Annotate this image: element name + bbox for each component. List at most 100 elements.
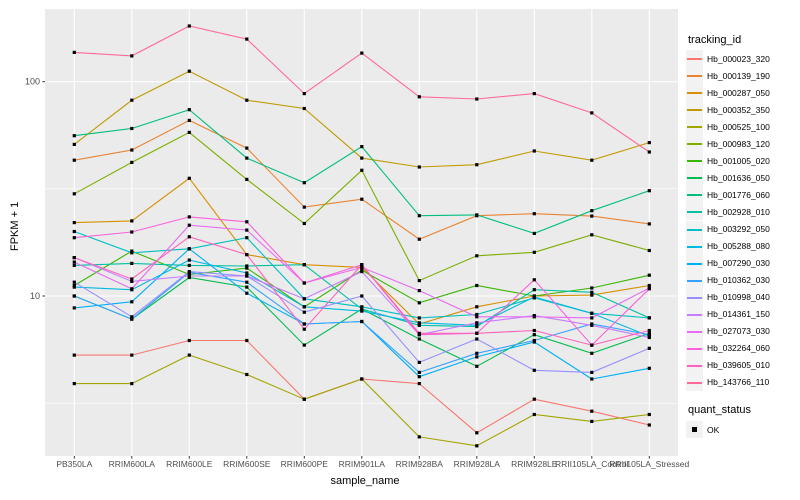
data-point-marker — [130, 126, 134, 131]
data-point-marker — [647, 346, 651, 350]
data-point-marker — [532, 397, 536, 401]
data-point-marker — [475, 337, 479, 341]
line-swatch-icon — [687, 160, 702, 163]
legend-item-label: Hb_143766_110 — [707, 377, 770, 388]
legend-item-Hb_010362_030: Hb_010362_030 — [686, 271, 770, 289]
data-point-marker — [72, 192, 76, 196]
data-point-marker — [245, 338, 249, 343]
x-tick-label: RRIM928LA — [454, 459, 501, 469]
data-point-marker — [360, 307, 364, 311]
legend-key-swatch — [686, 101, 703, 119]
data-point-marker — [245, 264, 249, 268]
square-point-icon — [692, 427, 697, 432]
data-point-marker — [417, 301, 421, 305]
data-point-marker — [475, 312, 479, 317]
data-point-marker — [245, 37, 249, 41]
data-point-marker — [360, 263, 364, 267]
data-point-marker — [590, 293, 594, 297]
data-point-marker — [475, 431, 479, 435]
data-point-marker — [302, 106, 306, 111]
data-point-marker — [187, 130, 191, 134]
data-point-marker — [532, 212, 536, 216]
data-point-marker — [532, 149, 536, 153]
data-point-marker — [532, 333, 536, 337]
data-point-marker — [72, 260, 76, 264]
x-tick-label: RRII105LA_Control — [555, 459, 629, 469]
legend-item-label: Hb_027073_030 — [707, 326, 770, 337]
data-point-marker — [72, 280, 76, 284]
legend-item-Hb_001776_060: Hb_001776_060 — [686, 186, 770, 204]
data-point-marker — [130, 261, 134, 265]
line-swatch-icon — [687, 313, 702, 316]
legend-item-label: Hb_007290_030 — [707, 258, 770, 269]
data-point-marker — [647, 423, 651, 427]
legend-key-swatch — [686, 67, 703, 85]
data-point-marker — [130, 249, 134, 253]
data-point-marker — [360, 270, 364, 274]
x-tick-label: RRIM600LA — [109, 459, 156, 469]
data-point-marker — [475, 355, 479, 359]
data-point-marker — [417, 337, 421, 341]
legend-item-Hb_001005_020: Hb_001005_020 — [686, 152, 770, 170]
legend-item-label: Hb_000525_100 — [707, 121, 770, 132]
legend-key-swatch — [686, 288, 703, 306]
data-point-marker — [475, 163, 479, 167]
legend-key-swatch — [686, 305, 703, 323]
data-point-marker — [532, 338, 536, 343]
legend-key-swatch — [686, 254, 703, 272]
data-point-marker — [475, 254, 479, 258]
data-point-marker — [590, 316, 594, 320]
data-point-marker — [360, 265, 364, 269]
data-point-marker — [590, 286, 594, 290]
data-point-marker — [245, 372, 249, 377]
data-point-marker — [590, 214, 594, 218]
x-tick-label: RRII105LA_Stressed — [609, 459, 689, 469]
data-point-marker — [417, 323, 421, 327]
data-point-marker — [302, 327, 306, 331]
data-point-marker — [302, 221, 306, 226]
data-point-marker — [187, 235, 191, 239]
data-point-marker — [187, 263, 191, 267]
legend-item-label: Hb_005288_080 — [707, 241, 770, 252]
data-point-marker — [72, 236, 76, 240]
legend-item-Hb_000287_050: Hb_000287_050 — [686, 84, 770, 102]
data-point-marker — [187, 69, 191, 73]
data-point-marker — [245, 228, 249, 232]
data-point-marker — [360, 168, 364, 172]
y-tick-label: 100 — [25, 77, 40, 87]
data-point-marker — [72, 294, 76, 298]
data-point-marker — [647, 366, 651, 370]
data-point-marker — [475, 97, 479, 101]
data-point-marker — [72, 142, 76, 146]
legend-title-tracking-id: tracking_id — [688, 34, 742, 46]
data-point-marker — [130, 279, 134, 283]
legend-item-Hb_000352_350: Hb_000352_350 — [686, 101, 770, 119]
x-tick-label: RRIM600SE — [223, 459, 271, 469]
line-swatch-icon — [687, 279, 702, 282]
data-point-marker — [475, 283, 479, 288]
data-point-marker — [187, 118, 191, 122]
legend-title-quant-status: quant_status — [688, 404, 751, 416]
x-tick-label: RRIM600LE — [166, 459, 213, 469]
legend-item-label: Hb_001636_050 — [707, 172, 770, 183]
data-point-marker — [532, 315, 536, 319]
line-swatch-icon — [687, 245, 702, 248]
x-tick-label: RRIM928BA — [396, 459, 444, 469]
data-point-marker — [130, 317, 134, 321]
data-point-marker — [72, 50, 76, 54]
data-point-marker — [302, 322, 306, 326]
data-point-marker — [590, 323, 594, 327]
line-swatch-icon — [687, 92, 702, 95]
data-point-marker — [647, 222, 651, 226]
line-swatch-icon — [687, 211, 702, 214]
legend-key-swatch — [686, 237, 703, 255]
data-point-marker — [360, 156, 364, 160]
data-point-marker — [245, 291, 249, 295]
data-point-marker — [130, 148, 134, 152]
line-swatch-icon — [687, 109, 702, 112]
data-point-marker — [245, 156, 249, 160]
legend-item-label: Hb_000287_050 — [707, 87, 770, 98]
legend-item-Hb_143766_110: Hb_143766_110 — [686, 373, 770, 391]
legend-item-label: Hb_000023_320 — [707, 53, 770, 64]
